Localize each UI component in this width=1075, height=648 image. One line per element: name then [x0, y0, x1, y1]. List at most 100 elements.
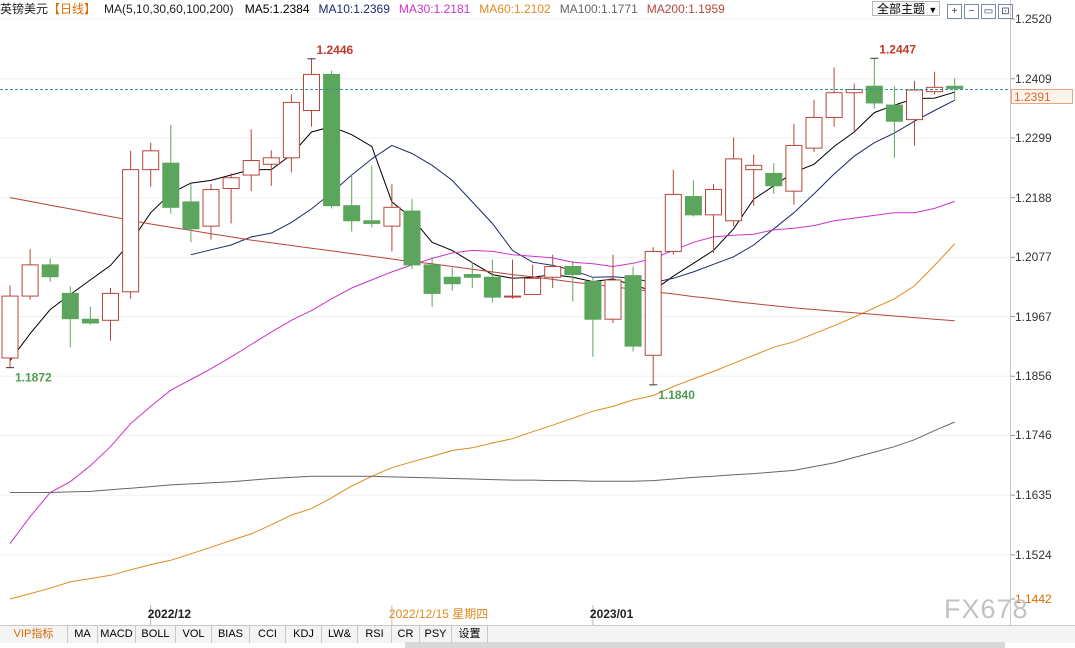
candle-body: [483, 276, 501, 298]
candle: [282, 94, 300, 173]
ma-line-ma30: [9, 200, 955, 544]
candle-body: [946, 85, 964, 89]
candle-body: [564, 265, 582, 276]
candle: [363, 165, 381, 228]
candle: [403, 199, 421, 270]
chart-tools: + − ▭ ⊡: [947, 1, 1015, 19]
candle: [162, 124, 180, 214]
candle: [504, 259, 521, 299]
horizontal-scrollbar[interactable]: [405, 642, 1005, 648]
x-axis-label: 2022/12: [148, 607, 192, 621]
ma-value-label: MA5:1.2384: [244, 2, 310, 16]
symbol-label: 英镑美元: [0, 2, 49, 16]
tab-8[interactable]: LW&: [322, 626, 358, 643]
tab-0[interactable]: VIP指标: [0, 626, 68, 643]
candle-body: [41, 264, 59, 278]
candle: [705, 184, 722, 254]
tab-9[interactable]: RSI: [358, 626, 392, 643]
candle: [564, 261, 582, 302]
restore-icon[interactable]: ▭: [981, 4, 996, 19]
ma-params-label: MA(5,10,30,60,100,200): [104, 2, 234, 16]
candle-body: [81, 318, 99, 324]
candle: [443, 267, 461, 291]
y-tick-label: 1.2188: [1015, 190, 1052, 205]
candle: [182, 184, 200, 243]
y-tick-label: 1.1524: [1015, 547, 1052, 562]
candle: [423, 257, 441, 307]
tab-3[interactable]: BOLL: [136, 626, 176, 643]
y-tick-label: 1.1746: [1015, 428, 1052, 443]
candle: [222, 173, 240, 224]
candle: [21, 249, 39, 300]
low-price-label: 1.1872: [15, 371, 52, 385]
candle: [383, 184, 401, 252]
fullscreen-icon[interactable]: ⊡: [998, 4, 1013, 19]
candle: [483, 259, 501, 303]
candle-body: [544, 265, 562, 278]
candle-body: [644, 250, 662, 356]
tab-4[interactable]: VOL: [176, 626, 212, 643]
candle-body: [885, 104, 903, 122]
ma-line-ma10: [190, 99, 955, 284]
candle: [81, 306, 99, 325]
candle: [1, 285, 19, 368]
tab-7[interactable]: KDJ: [286, 626, 322, 643]
candle-body: [504, 295, 521, 298]
candlestick-chart[interactable]: 1.1872 1.2446 1.1840 1.2447 2022/12 2022/12/…: [0, 0, 1075, 625]
candle: [684, 180, 702, 217]
candle-body: [162, 162, 180, 208]
candle-body: [343, 205, 361, 222]
indicator-header: 英镑美元【日线】 MA(5,10,30,60,100,200) MA5:1.238…: [0, 0, 1010, 18]
high-price-label: 1.2446: [317, 43, 354, 57]
ma-value-label: MA10:1.2369: [318, 2, 390, 16]
tab-2[interactable]: MACD: [98, 626, 136, 643]
candle-body: [845, 88, 863, 94]
candle-body: [684, 196, 702, 216]
low-price-label: 1.1840: [658, 388, 695, 402]
ma-line-ma200: [9, 197, 955, 322]
tab-1[interactable]: MA: [68, 626, 98, 643]
theme-dropdown-label: 全部主题: [877, 2, 926, 16]
candle-body: [102, 292, 119, 321]
candle-body: [865, 85, 883, 104]
ma-line-ma60: [9, 243, 956, 600]
candle-body: [21, 264, 39, 297]
candles: [1, 58, 964, 385]
grid-lines: [0, 18, 1015, 600]
candle-body: [182, 201, 200, 230]
candle: [604, 254, 622, 323]
zoom-in-icon[interactable]: +: [947, 4, 962, 19]
x-axis-labels: 2022/12 2022/12/15 星期四 2023/01: [148, 605, 634, 625]
candle-body: [604, 279, 622, 320]
tab-6[interactable]: CCI: [250, 626, 286, 643]
period-label[interactable]: 【日线】: [48, 2, 97, 16]
tab-11[interactable]: PSY: [420, 626, 452, 643]
candle-body: [443, 276, 461, 285]
candle: [544, 254, 562, 289]
candle-body: [363, 220, 381, 224]
ma-value-label: MA200:1.1959: [646, 2, 725, 16]
candle-body: [785, 144, 803, 192]
candle: [102, 288, 119, 341]
candle: [745, 154, 763, 206]
candle: [343, 173, 361, 232]
candle-body: [403, 210, 421, 266]
ma-line-ma100: [10, 421, 955, 493]
indicator-tabs: VIP指标 MA MACD BOLL VOL BIAS CCI KDJ LW& RSI CR PSY 设…: [0, 625, 1075, 643]
tab-10[interactable]: CR: [392, 626, 420, 643]
candle: [725, 137, 743, 227]
candle: [644, 247, 662, 385]
candle-body: [584, 281, 602, 320]
candle-body: [825, 92, 843, 118]
candle: [845, 83, 863, 132]
candle: [463, 262, 481, 289]
candle: [885, 86, 903, 158]
tab-12[interactable]: 设置: [452, 626, 488, 643]
candle-body: [1, 295, 19, 359]
theme-dropdown[interactable]: 全部主题 ▼: [872, 1, 940, 16]
zoom-out-icon[interactable]: −: [964, 4, 979, 19]
candle-body: [262, 157, 280, 165]
tab-5[interactable]: BIAS: [212, 626, 250, 643]
candle: [122, 150, 140, 299]
candle-body: [323, 73, 341, 207]
